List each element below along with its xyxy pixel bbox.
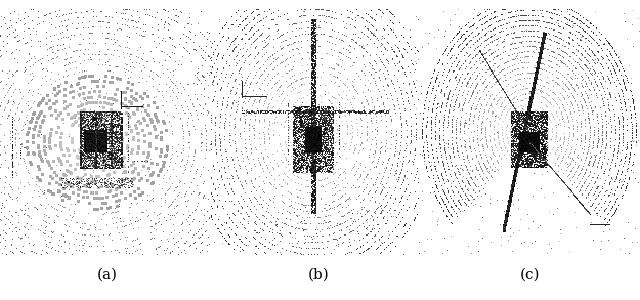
Text: (b): (b) (308, 267, 329, 281)
Text: (c): (c) (519, 267, 540, 281)
Text: (a): (a) (97, 267, 118, 281)
